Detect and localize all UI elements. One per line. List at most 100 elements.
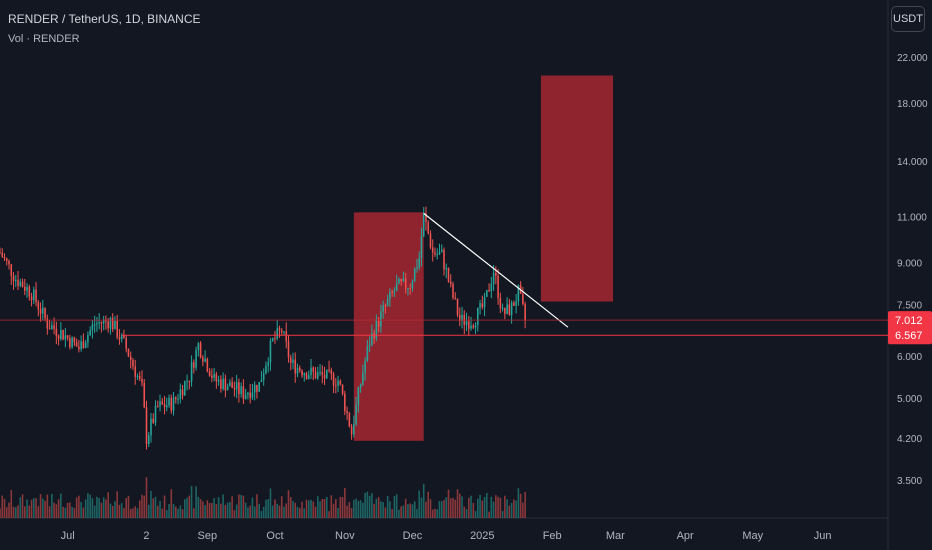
candle-body — [285, 331, 288, 342]
candle-body — [249, 392, 251, 398]
candle-body — [434, 252, 436, 255]
candle-body — [517, 285, 520, 302]
candle-body — [452, 283, 454, 298]
candle-body — [468, 321, 470, 329]
volume-bar — [332, 503, 335, 518]
candle-body — [301, 370, 303, 376]
volume-bar — [278, 505, 281, 518]
candle-body — [404, 278, 407, 289]
candle-body — [501, 307, 504, 309]
volume-bar — [267, 499, 269, 518]
volume-bar — [186, 497, 188, 518]
currency-button[interactable]: USDT — [891, 6, 925, 32]
volume-bar — [348, 502, 351, 518]
target-zone-rect — [353, 212, 424, 441]
volume-bar — [123, 508, 125, 518]
candle-body — [172, 397, 175, 411]
volume-bar — [188, 495, 191, 518]
candle-body — [479, 303, 481, 308]
candle-body — [445, 268, 448, 270]
candle-body — [294, 359, 297, 374]
volume-bar — [96, 496, 98, 518]
candle-body — [289, 357, 292, 363]
volume-bar — [147, 504, 150, 518]
volume-bar — [353, 499, 355, 518]
volume-bar — [438, 500, 441, 518]
volume-bar — [330, 495, 333, 518]
candle-body — [438, 252, 441, 255]
volume-bar — [513, 499, 515, 518]
volume-bar — [3, 498, 6, 518]
candle-body — [522, 293, 524, 305]
candle-body — [429, 233, 432, 248]
candle-body — [256, 384, 258, 392]
volume-bar — [179, 505, 182, 518]
volume-bar — [242, 495, 245, 518]
candle-body — [348, 412, 351, 427]
candle-body — [472, 325, 475, 328]
volume-bar — [127, 495, 130, 518]
candle-body — [375, 319, 378, 339]
candle-body — [267, 362, 269, 366]
candle-body — [161, 401, 164, 405]
candle-body — [357, 387, 360, 405]
volume-bar — [12, 506, 15, 518]
volume-bar — [508, 505, 511, 518]
candle-body — [337, 380, 339, 386]
volume-bar — [499, 497, 502, 518]
candle-body — [224, 378, 227, 391]
candle-body — [495, 272, 497, 276]
candle-body — [359, 384, 362, 388]
volume-bar — [71, 506, 73, 518]
candle-body — [470, 325, 472, 329]
volume-bar — [391, 509, 393, 518]
volume-bar — [436, 509, 439, 518]
candle-body — [465, 321, 468, 325]
candle-body — [111, 317, 114, 330]
volume-bar — [165, 510, 168, 518]
candle-body — [382, 305, 384, 312]
volume-bar — [355, 498, 357, 518]
volume-bar — [69, 502, 71, 518]
volume-bar — [46, 494, 49, 518]
volume-bar — [294, 502, 297, 518]
candle-body — [37, 302, 40, 310]
candle-body — [125, 337, 128, 349]
chart-title: RENDER / TetherUS, 1D, BINANCE — [8, 12, 201, 26]
candle-body — [418, 258, 420, 268]
candle-body — [206, 358, 209, 372]
candle-body — [73, 337, 76, 343]
volume-bar — [204, 505, 206, 518]
volume-bar — [447, 489, 450, 518]
candle-body — [339, 380, 342, 385]
candle-body — [154, 405, 157, 423]
volume-bar — [305, 499, 308, 518]
candle-body — [0, 252, 1, 254]
volume-bar — [238, 494, 240, 518]
candle-body — [393, 290, 396, 293]
candle-body — [138, 376, 141, 379]
volume-bar — [301, 501, 303, 518]
volume-bar — [55, 504, 58, 518]
volume-bar — [156, 505, 159, 518]
candle-body — [78, 346, 80, 350]
volume-bar — [208, 503, 211, 518]
candle-body — [62, 329, 64, 340]
volume-bar — [328, 511, 330, 518]
candle-body — [44, 307, 46, 319]
x-tick-label: Mar — [606, 530, 625, 542]
volume-bar — [1, 495, 4, 518]
candle-body — [60, 329, 62, 339]
candle-body — [143, 382, 146, 408]
volume-bar — [488, 511, 490, 518]
volume-bar — [269, 488, 272, 518]
volume-bar — [380, 501, 382, 518]
volume-bar — [168, 504, 170, 518]
candle-body — [513, 302, 515, 306]
last-price-tag-bg — [888, 311, 932, 330]
candle-body — [449, 281, 452, 284]
volume-bar — [411, 504, 414, 518]
volume-bar — [276, 503, 279, 518]
candle-body — [431, 247, 434, 253]
